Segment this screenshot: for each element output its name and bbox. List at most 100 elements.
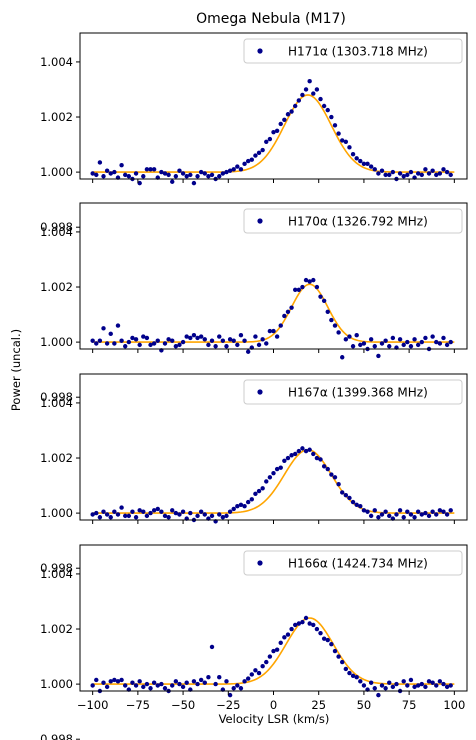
data-point: [354, 675, 359, 680]
data-point: [260, 486, 265, 491]
data-point: [379, 683, 385, 688]
data-point: [379, 512, 385, 517]
data-point: [256, 670, 262, 676]
legend: H171α (1303.718 MHz): [243, 38, 463, 64]
data-point: [213, 681, 218, 687]
data-point: [350, 673, 356, 679]
data-point: [321, 636, 327, 641]
data-point: [166, 515, 171, 520]
y-tick-label: 1.002: [40, 622, 73, 636]
data-point: [448, 172, 453, 178]
data-point: [235, 683, 240, 688]
data-point: [264, 479, 269, 484]
data-point: [285, 632, 291, 637]
legend-box: [243, 379, 463, 405]
data-point: [123, 344, 128, 349]
data-point: [144, 681, 150, 687]
legend-label: H171α (1303.718 MHz): [288, 45, 428, 59]
data-point: [347, 670, 352, 676]
data-point: [368, 680, 374, 685]
data-point: [397, 337, 403, 342]
data-point: [256, 342, 262, 348]
data-point: [231, 167, 236, 172]
data-point: [390, 335, 396, 341]
data-point: [387, 680, 392, 685]
legend: H170α (1326.792 MHz): [243, 208, 463, 234]
data-point: [379, 341, 385, 346]
y-tick-label: 1.004: [40, 225, 73, 239]
panel-1: 0.998 1.000 1.002 1.004 H171α (1303.718 MHz): [40, 32, 468, 234]
data-point: [329, 472, 334, 477]
data-point: [159, 681, 164, 687]
data-point: [426, 171, 432, 176]
data-point: [202, 680, 207, 685]
data-point: [195, 335, 200, 341]
data-point: [423, 510, 428, 516]
data-point: [278, 121, 283, 127]
data-point: [321, 298, 327, 303]
data-point: [311, 277, 316, 283]
data-point: [245, 158, 251, 164]
data-point: [368, 513, 374, 519]
data-point: [314, 284, 320, 290]
data-point: [289, 453, 294, 458]
data-point: [253, 334, 258, 339]
data-point: [191, 679, 197, 684]
data-point: [437, 171, 443, 176]
data-point: [198, 509, 204, 514]
data-point: [119, 338, 124, 343]
data-point: [166, 172, 171, 178]
data-point: [155, 506, 160, 512]
data-point: [448, 683, 453, 688]
data-point: [347, 145, 352, 150]
data-point: [318, 630, 323, 636]
data-point: [242, 679, 247, 684]
data-point: [264, 139, 269, 145]
panel-2: 0.998 1.000 1.002 1.004 H170α (1326.792 MHz): [40, 202, 468, 404]
data-point: [162, 686, 168, 691]
data-point: [148, 342, 153, 348]
data-point: [325, 107, 330, 113]
data-point: [217, 334, 222, 339]
data-point: [296, 98, 302, 103]
data-point: [361, 683, 367, 688]
data-point: [227, 509, 233, 514]
data-point: [437, 679, 443, 684]
data-point: [318, 96, 323, 102]
data-point: [307, 79, 312, 84]
data-point: [220, 338, 226, 343]
data-point: [267, 654, 273, 659]
data-point: [217, 675, 222, 680]
data-point: [115, 323, 121, 328]
data-point: [361, 341, 367, 346]
data-point: [209, 172, 215, 178]
data-point: [289, 305, 294, 310]
data-point: [90, 512, 95, 517]
data-point: [177, 512, 182, 517]
data-point: [195, 174, 200, 179]
data-point: [397, 171, 403, 176]
data-point: [325, 309, 330, 315]
data-point: [343, 666, 349, 672]
x-tick-label: 100: [443, 698, 465, 712]
data-point: [274, 128, 280, 133]
data-point: [151, 341, 157, 346]
data-point: [206, 174, 211, 179]
data-point: [155, 338, 160, 343]
data-point: [296, 621, 302, 626]
data-point: [180, 509, 186, 514]
data-point: [426, 513, 432, 519]
data-point: [256, 488, 262, 494]
data-point: [311, 451, 316, 457]
data-point: [376, 692, 381, 698]
data-point: [173, 174, 179, 179]
data-point: [188, 335, 193, 341]
data-point: [112, 341, 117, 346]
x-tick-label: 75: [402, 698, 417, 712]
data-point: [408, 344, 414, 349]
data-point: [173, 510, 179, 516]
data-point: [141, 684, 146, 690]
data-point: [321, 103, 327, 109]
data-point: [151, 680, 157, 685]
data-point: [126, 339, 132, 345]
